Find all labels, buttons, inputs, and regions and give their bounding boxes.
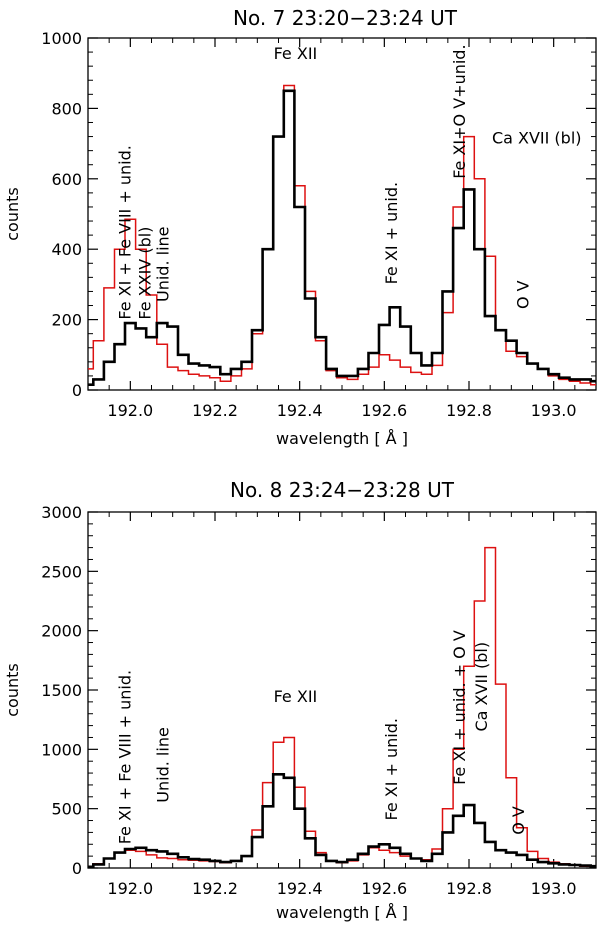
y-tick-label: 0	[72, 859, 82, 878]
annotation-label: Unid. line	[153, 727, 172, 803]
x-axis-label: wavelength [ Å ]	[276, 903, 408, 922]
x-tick-label: 193.0	[531, 879, 577, 898]
x-tick-label: 192.6	[361, 879, 407, 898]
annotation-label: Fe XI + Fe VIII + unid.	[115, 145, 134, 319]
y-axis-label: counts	[3, 187, 22, 240]
x-tick-label: 192.0	[107, 401, 153, 420]
x-tick-label: 192.2	[192, 401, 238, 420]
y-tick-label: 1500	[41, 681, 82, 700]
annotation-label: Fe XII	[274, 687, 318, 706]
annotation-label: Fe XI + unid.	[382, 182, 401, 284]
x-axis-label: wavelength [ Å ]	[276, 429, 408, 448]
y-tick-label: 500	[51, 800, 82, 819]
x-tick-label: 192.8	[446, 879, 492, 898]
x-tick-label: 192.4	[277, 401, 323, 420]
y-tick-label: 2500	[41, 562, 82, 581]
x-tick-label: 192.8	[446, 401, 492, 420]
y-tick-label: 600	[51, 170, 82, 189]
y-tick-label: 1000	[41, 29, 82, 48]
x-tick-label: 192.0	[107, 879, 153, 898]
y-tick-label: 400	[51, 240, 82, 259]
y-tick-label: 1000	[41, 740, 82, 759]
panel-no7: No. 7 23:20−23:24 UT counts wavelength […	[3, 6, 597, 448]
plot-frame	[87, 37, 597, 391]
annotation-label: Unid. line	[153, 227, 172, 303]
black-spectrum-line	[88, 773, 596, 869]
y-tick-label: 3000	[41, 503, 82, 522]
panel-title: No. 8 23:24−23:28 UT	[230, 478, 455, 502]
red-spectrum-line	[88, 84, 596, 386]
y-tick-label: 800	[51, 99, 82, 118]
panel-no8: No. 8 23:24−23:28 UT counts wavelength […	[3, 478, 597, 922]
x-tick-label: 193.0	[531, 401, 577, 420]
x-tick-label: 192.4	[277, 879, 323, 898]
panel-title: No. 7 23:20−23:24 UT	[233, 6, 458, 30]
annotation-label: Fe XII	[274, 44, 318, 63]
annotation-label: O V	[509, 806, 528, 835]
annotation-label: Fe XI + Fe VIII + unid.	[115, 670, 134, 844]
annotation-label: O V	[513, 280, 532, 309]
y-tick-label: 200	[51, 311, 82, 330]
x-tick-label: 192.6	[361, 401, 407, 420]
y-tick-label: 0	[72, 381, 82, 400]
annotation-label: Fe XI + unid. + O V	[450, 630, 469, 785]
y-axis-label: counts	[3, 663, 22, 716]
annotation-label: Ca XVII (bl)	[472, 642, 491, 732]
x-tick-label: 192.2	[192, 879, 238, 898]
annotation-label: Fe XI + unid.	[382, 718, 401, 820]
black-spectrum-line	[88, 89, 596, 386]
annotation-label: Fe XXIV (bl)	[135, 227, 154, 320]
annotation-label: Ca XVII (bl)	[492, 129, 582, 148]
annotation-label: Fe XI+O V+unid.	[450, 44, 469, 178]
y-tick-label: 2000	[41, 622, 82, 641]
